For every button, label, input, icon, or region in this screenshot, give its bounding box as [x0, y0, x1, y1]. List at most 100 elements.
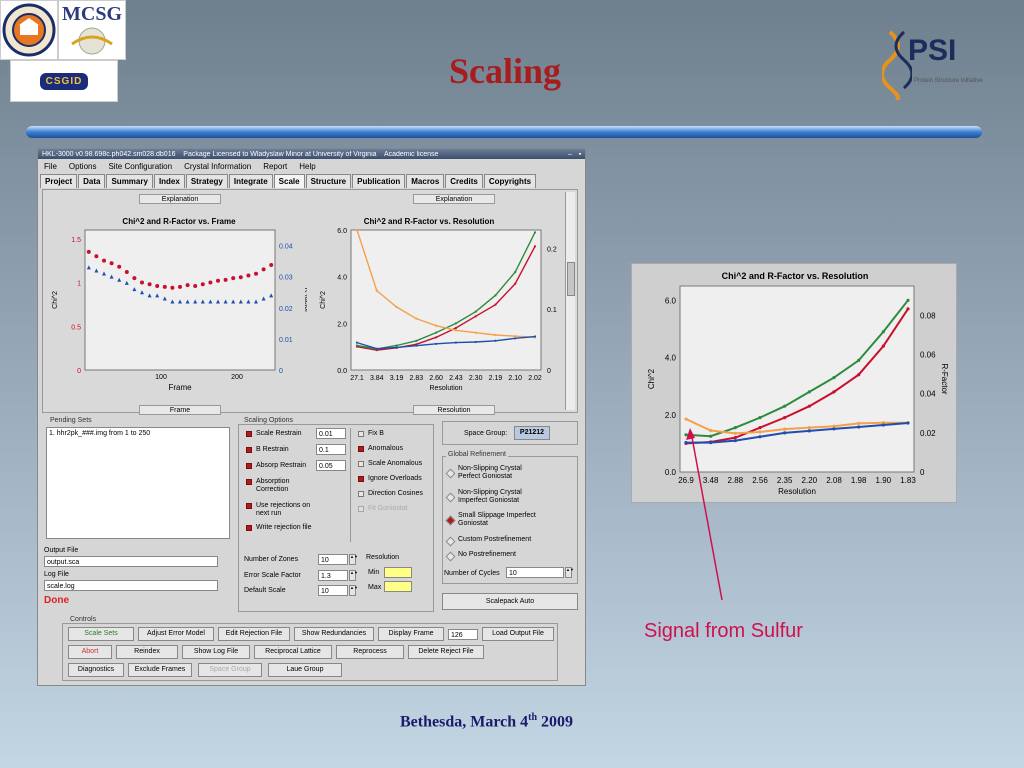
- zones-label: Number of Zones: [244, 556, 299, 563]
- x-axis-label: Resolution: [778, 487, 816, 496]
- resolution-min-label: Min: [368, 569, 380, 576]
- tab-publication[interactable]: Publication: [352, 174, 406, 188]
- absorp-restrain-checkbox[interactable]: [246, 463, 252, 469]
- cycles-field[interactable]: 10: [506, 567, 564, 578]
- default-scale-field[interactable]: 10: [318, 585, 348, 596]
- orange-line: [685, 418, 908, 435]
- direction-cosines-checkbox[interactable]: [358, 491, 364, 497]
- abort-button[interactable]: Abort: [68, 645, 112, 659]
- rfactor-point: [246, 299, 251, 304]
- display-frame-button[interactable]: Display Frame: [378, 627, 444, 641]
- tab-strategy[interactable]: Strategy: [185, 174, 228, 188]
- tab-copyrights[interactable]: Copyrights: [483, 174, 537, 188]
- chi2-point: [254, 271, 258, 276]
- tab-scale[interactable]: Scale: [273, 174, 305, 188]
- tab-project[interactable]: Project: [40, 174, 78, 188]
- y-tick-label: 6.0: [665, 296, 677, 305]
- display-frame-field[interactable]: 126: [448, 629, 478, 640]
- menu-file[interactable]: File: [44, 161, 57, 171]
- scalepack-auto-button[interactable]: Scalepack Auto: [442, 593, 578, 610]
- scale-anomalous-label: Scale Anomalous: [368, 460, 423, 467]
- ignore-overloads-checkbox[interactable]: [358, 476, 364, 482]
- chart-pane-scrollbar[interactable]: [565, 192, 575, 410]
- space-group-button[interactable]: P21212: [514, 426, 550, 440]
- green-line-point: [514, 270, 517, 274]
- green-line-point: [434, 331, 438, 334]
- y2-tick-label: 0.02: [279, 306, 293, 313]
- cycles-spinner-icon[interactable]: ▲▼: [565, 567, 574, 578]
- rfactor-line-point: [684, 441, 688, 445]
- laue-group-button[interactable]: Laue Group: [268, 663, 342, 677]
- edit-rejection-file-button[interactable]: Edit Rejection File: [218, 627, 290, 641]
- pending-set-item[interactable]: 1. hhr2pk_###.img from 1 to 250: [49, 430, 151, 437]
- reindex-button[interactable]: Reindex: [116, 645, 178, 659]
- rfactor-line-point: [514, 337, 517, 340]
- fix-b-checkbox[interactable]: [358, 431, 364, 437]
- reciprocal-lattice-button[interactable]: Reciprocal Lattice: [254, 645, 332, 659]
- orange-line-point: [758, 430, 762, 434]
- tab-summary[interactable]: Summary: [106, 174, 153, 188]
- frame-explanation-button[interactable]: Explanation: [139, 194, 221, 204]
- scale-anomalous-checkbox[interactable]: [358, 461, 364, 467]
- absorp-restrain-field[interactable]: 0.05: [316, 460, 346, 471]
- frame-axis-button[interactable]: Frame: [139, 405, 221, 415]
- x-tick-label: 2.19: [489, 375, 503, 382]
- zones-field[interactable]: 10: [318, 554, 348, 565]
- chi2-point: [208, 280, 213, 285]
- psi-logo-text: PSI: [908, 34, 957, 67]
- log-file-field[interactable]: scale.log: [44, 580, 218, 591]
- show-log-file-button[interactable]: Show Log File: [182, 645, 250, 659]
- scale-sets-button[interactable]: Scale Sets: [68, 627, 134, 641]
- tab-credits[interactable]: Credits: [445, 174, 483, 188]
- space-group-control-button[interactable]: Space Group: [198, 663, 262, 677]
- scale-restrain-checkbox[interactable]: [246, 431, 252, 437]
- use-rejections-checkbox[interactable]: [246, 503, 252, 509]
- diagnostics-button[interactable]: Diagnostics: [68, 663, 124, 677]
- menu-crystal-information[interactable]: Crystal Information: [184, 161, 252, 171]
- use-rejections-label: Use rejections on next run: [256, 502, 311, 517]
- resolution-min-field[interactable]: [384, 567, 412, 578]
- tab-integrate[interactable]: Integrate: [228, 174, 273, 188]
- anomalous-checkbox[interactable]: [358, 446, 364, 452]
- zones-spinner-icon[interactable]: ▲▼: [349, 554, 358, 565]
- adjust-error-model-button[interactable]: Adjust Error Model: [138, 627, 214, 641]
- write-rejection-label: Write rejection file: [256, 524, 312, 531]
- close-icon[interactable]: ▪: [578, 150, 582, 158]
- show-redundancies-button[interactable]: Show Redundancies: [294, 627, 374, 641]
- rfactor-line-point: [758, 435, 762, 439]
- error-scale-field[interactable]: 1.3: [318, 570, 348, 581]
- fit-goniostat-checkbox[interactable]: [358, 506, 364, 512]
- output-file-field[interactable]: output.sca: [44, 556, 218, 567]
- absorption-correction-checkbox[interactable]: [246, 479, 252, 485]
- load-output-file-button[interactable]: Load Output File: [482, 627, 554, 641]
- reprocess-button[interactable]: Reprocess: [336, 645, 404, 659]
- minimize-icon[interactable]: –: [568, 150, 572, 158]
- menu-help[interactable]: Help: [299, 161, 316, 171]
- menu-site-configuration[interactable]: Site Configuration: [108, 161, 173, 171]
- y2-tick-label: 0.03: [279, 275, 293, 282]
- menu-report[interactable]: Report: [263, 161, 288, 171]
- tab-index[interactable]: Index: [153, 174, 185, 188]
- scrollbar-thumb[interactable]: [567, 262, 575, 296]
- default-scale-spinner-icon[interactable]: ▲▼: [349, 585, 358, 596]
- resolution-axis-button[interactable]: Resolution: [413, 405, 495, 415]
- menu-options[interactable]: Options: [68, 161, 97, 171]
- pending-sets-list[interactable]: 1. hhr2pk_###.img from 1 to 250: [46, 427, 230, 539]
- resolution-max-field[interactable]: [384, 581, 412, 592]
- plot-area: [679, 285, 915, 473]
- tab-macros[interactable]: Macros: [406, 174, 445, 188]
- y2-tick-label: 0: [547, 368, 551, 375]
- delete-reject-file-button[interactable]: Delete Reject File: [408, 645, 484, 659]
- tab-data[interactable]: Data: [78, 174, 106, 188]
- orange-line: [356, 229, 536, 339]
- resolution-explanation-button[interactable]: Explanation: [413, 194, 495, 204]
- scale-restrain-field[interactable]: 0.01: [316, 428, 346, 439]
- rfactor-point: [193, 299, 198, 304]
- rfactor-point: [124, 280, 129, 285]
- exclude-frames-button[interactable]: Exclude Frames: [128, 663, 192, 677]
- b-restrain-checkbox[interactable]: [246, 447, 252, 453]
- b-restrain-field[interactable]: 0.1: [316, 444, 346, 455]
- error-scale-spinner-icon[interactable]: ▲▼: [349, 570, 358, 581]
- tab-structure[interactable]: Structure: [305, 174, 352, 188]
- write-rejection-checkbox[interactable]: [246, 525, 252, 531]
